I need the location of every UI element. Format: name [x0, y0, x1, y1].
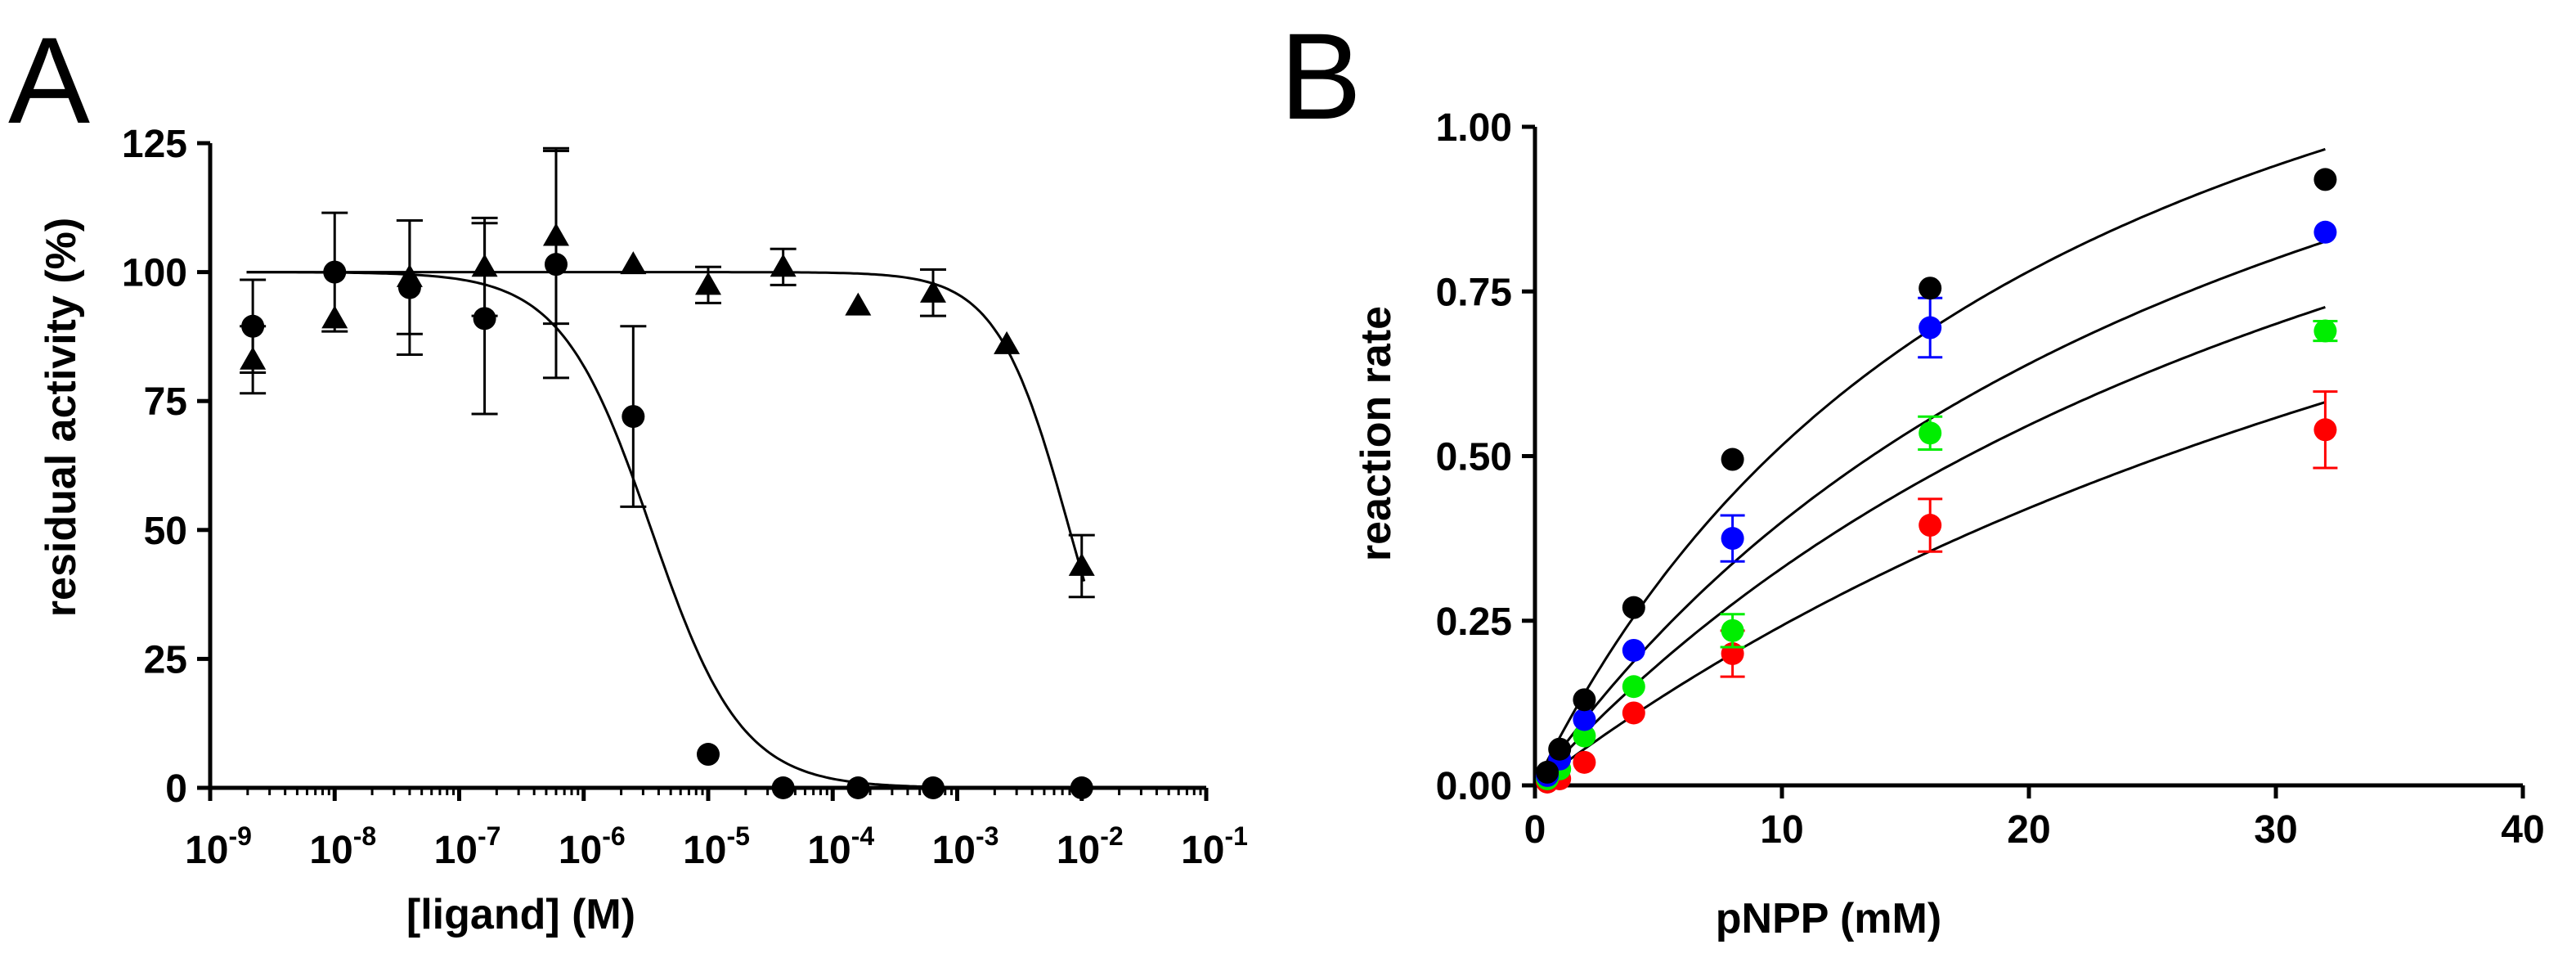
panel-a-x-tick-label: 10-3: [932, 821, 999, 872]
panel-b-y-tick-label: 0.75: [1436, 271, 1512, 314]
panel-b-fit-green: [1541, 305, 2326, 779]
panel-a-x-tick-label: 10-9: [185, 821, 252, 872]
panel-b-point-green: [1721, 618, 1744, 642]
panel-a-circle-point: [1070, 776, 1093, 799]
panel-b-point-red: [2313, 418, 2337, 442]
panel-a-triangle-point: [919, 279, 946, 303]
panel-b-point-green: [2313, 319, 2337, 343]
panel-b-point-red: [1622, 701, 1645, 725]
panel-b-x-tick-label: 10: [1760, 808, 1803, 852]
panel-a-circle-point: [846, 776, 870, 799]
panel-b: B 0.00 0.25 0.50 0.75 1.00 0 10 20 30 40 pNPP (mM…: [1280, 7, 2545, 942]
panel-b-x-tick-label: 40: [2501, 808, 2544, 852]
panel-b-point-blue: [1622, 638, 1645, 662]
panel-a-x-tick-label: 10-2: [1057, 821, 1124, 872]
panel-b-x-axis-label: pNPP (mM): [1716, 895, 1941, 942]
panel-a-axes: 0 25 50 75 100 125 10-9 10-8 10-7 10-6 10-5 10-4 10-…: [122, 123, 1248, 872]
panel-a-triangle-point: [240, 346, 267, 370]
panel-b-point-green: [1919, 421, 1942, 445]
panel-b-point-black: [1622, 596, 1645, 619]
panel-b-point-black: [1721, 448, 1744, 471]
panel-a-circle-point: [473, 307, 496, 331]
panel-b-label: B: [1280, 7, 1362, 145]
panel-a-triangle-point: [396, 263, 423, 287]
panel-a-triangle-point: [770, 254, 797, 277]
panel-a-x-tick-label: 10-8: [309, 821, 376, 872]
panel-a-circle-point: [697, 743, 720, 767]
panel-b-point-blue: [1919, 316, 1942, 340]
panel-a-x-tick-label: 10-1: [1181, 821, 1248, 872]
panel-a-y-tick-label: 125: [122, 123, 187, 166]
panel-a-fit-triangles: [246, 271, 1086, 582]
panel-a-y-tick-label: 0: [165, 767, 187, 811]
panel-a-x-tick-label: 10-5: [683, 821, 750, 872]
panel-a-triangle-point: [321, 305, 348, 329]
panel-a-data-points: [240, 146, 1095, 799]
panel-a-y-tick-label: 75: [144, 380, 187, 424]
panel-a-y-tick-label: 50: [144, 510, 187, 553]
panel-b-point-black: [1919, 277, 1942, 300]
panel-a-y-axis-label: residual activity (%): [38, 218, 85, 617]
panel-a-circle-point: [323, 260, 347, 284]
panel-a-y-tick-label: 25: [144, 638, 187, 681]
panel-b-point-blue: [1573, 708, 1596, 731]
panel-b-point-green: [1573, 724, 1596, 748]
panel-a-fit-circles: [246, 271, 1084, 789]
panel-b-y-tick-label: 1.00: [1436, 106, 1512, 150]
panel-a-triangle-point: [542, 223, 569, 246]
panel-b-point-blue: [1721, 527, 1744, 551]
panel-b-point-black: [2313, 168, 2337, 191]
panel-b-x-tick-label: 20: [2007, 808, 2050, 852]
panel-b-point-red: [1919, 514, 1942, 537]
panel-b-axes: 0.00 0.25 0.50 0.75 1.00 0 10 20 30 40: [1436, 106, 2545, 852]
panel-a-triangle-point: [1068, 552, 1095, 576]
panel-a-triangle-point: [695, 272, 721, 295]
panel-a-circle-point: [622, 405, 645, 429]
panel-a-y-tick-label: 100: [122, 252, 187, 295]
panel-a-triangle-point: [845, 292, 872, 316]
panel-a-triangle-point: [471, 254, 498, 277]
panel-b-point-green: [1622, 675, 1645, 699]
panel-a-x-tick-label: 10-4: [807, 821, 874, 872]
panel-a-triangle-point: [994, 331, 1021, 354]
panel-b-data-points: [1536, 168, 2338, 794]
panel-a-circle-point: [771, 776, 795, 799]
panel-a-circle-point: [921, 776, 945, 799]
panel-b-y-tick-label: 0.50: [1436, 436, 1512, 479]
panel-a-x-tick-label: 10-7: [434, 821, 501, 872]
panel-b-y-axis-label: reaction rate: [1353, 306, 1400, 561]
panel-b-point-red: [1573, 750, 1596, 774]
panel-a-triangle-point: [620, 251, 647, 275]
panel-b-y-tick-label: 0.25: [1436, 600, 1512, 644]
panel-a: A 0 25 50 75 100 125 10-9 10-8 10-7 10-6 10-5 10-4 1…: [8, 11, 1248, 938]
panel-b-point-black: [1573, 688, 1596, 712]
panel-b-point-black: [1548, 737, 1572, 761]
panel-a-x-tick-label: 10-6: [559, 821, 626, 872]
panel-b-x-tick-label: 30: [2254, 808, 2297, 852]
panel-b-point-black: [1536, 760, 1560, 784]
panel-b-fit-black: [1541, 147, 2326, 771]
panel-b-fit-curves: [1541, 147, 2326, 781]
panel-a-fit-curves: [246, 271, 1086, 789]
panel-b-y-tick-label: 0.00: [1436, 765, 1512, 808]
panel-a-label: A: [8, 11, 90, 149]
panel-b-x-tick-label: 0: [1524, 808, 1546, 852]
panel-a-x-axis-label: [ligand] (M): [406, 891, 635, 938]
panel-b-point-blue: [2313, 220, 2337, 244]
panel-b-fit-red: [1542, 401, 2326, 781]
